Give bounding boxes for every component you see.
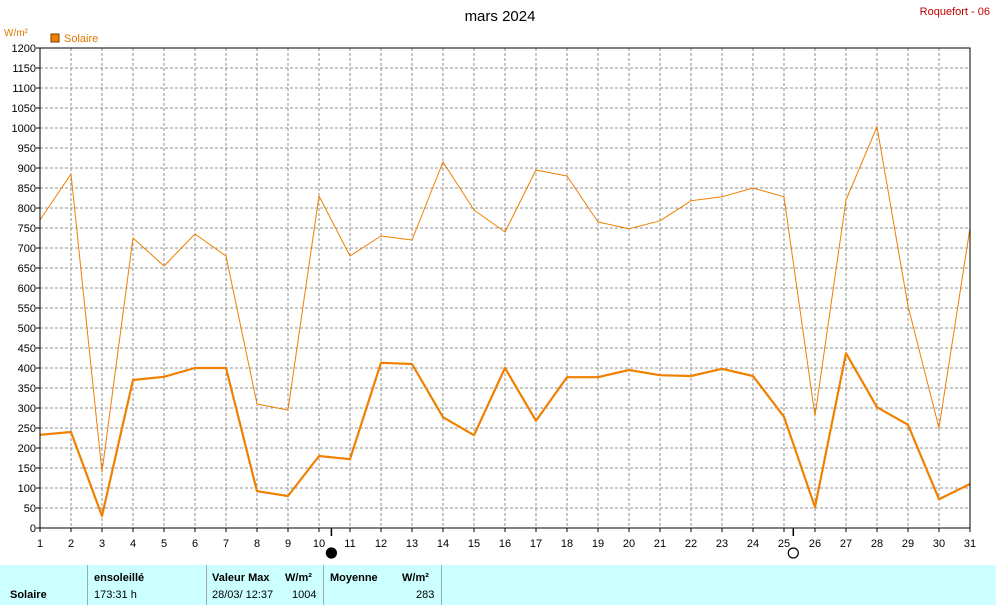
x-tick-label: 12	[375, 538, 387, 550]
summary-panel: Solaire ensoleillé 173:31 h Valeur Max W…	[0, 565, 996, 605]
x-tick-label: 18	[561, 538, 573, 550]
summary-row-label: Solaire	[10, 589, 47, 601]
x-tick-label: 3	[99, 538, 105, 550]
chart: mars 2024 Roquefort - 06 W/m² Solaire 0 5…	[4, 6, 990, 559]
y-tick-label: 100	[18, 483, 36, 495]
y-tick-label: 600	[18, 283, 36, 295]
series-line-max	[39, 126, 971, 473]
y-tick-label: 850	[18, 183, 36, 195]
y-tick-label: 150	[18, 463, 36, 475]
y-tick-label: 50	[24, 503, 36, 515]
y-tick-label: 550	[18, 303, 36, 315]
y-tick-label: 650	[18, 263, 36, 275]
max-value: 1004	[292, 589, 317, 601]
plot-frame	[39, 47, 971, 529]
series-line-mean	[39, 352, 971, 518]
mean-cell: Moyenne W/m² 283	[324, 565, 442, 605]
mean-unit: W/m²	[402, 572, 429, 584]
new-moon-icon	[325, 547, 337, 559]
x-tick-label: 16	[499, 538, 511, 550]
y-tick-label: 950	[18, 143, 36, 155]
station-name: Roquefort - 06	[920, 6, 990, 18]
chart-title: mars 2024	[465, 8, 536, 25]
mean-header: Moyenne	[330, 572, 378, 584]
x-tick-label: 29	[902, 538, 914, 550]
x-tick-label: 31	[964, 538, 976, 550]
y-tick-label: 400	[18, 363, 36, 375]
y-tick-label: 900	[18, 163, 36, 175]
x-tick-label: 22	[685, 538, 697, 550]
sunshine-header: ensoleillé	[94, 572, 145, 584]
y-axis-label: W/m²	[4, 28, 29, 39]
x-tick-label: 30	[933, 538, 945, 550]
x-tick-label: 28	[871, 538, 883, 550]
x-tick-label: 9	[285, 538, 291, 550]
max-unit: W/m²	[285, 572, 312, 584]
y-tick-label: 250	[18, 423, 36, 435]
mean-value: 283	[416, 589, 435, 601]
max-header: Valeur Max	[212, 572, 270, 584]
x-tick-label: 10	[313, 538, 325, 550]
legend-label: Solaire	[64, 33, 98, 45]
x-tick-label: 21	[654, 538, 666, 550]
legend-swatch	[50, 33, 60, 43]
x-tick-label: 24	[747, 538, 759, 550]
y-tick-label: 800	[18, 203, 36, 215]
x-tick-label: 11	[344, 538, 355, 550]
y-tick-label: 1200	[12, 43, 36, 55]
y-tick-label: 750	[18, 223, 36, 235]
x-tick-label: 19	[592, 538, 604, 550]
sunshine-cell: ensoleillé 173:31 h	[88, 565, 207, 605]
x-tick-label: 14	[437, 538, 449, 550]
y-tick-label: 1000	[12, 123, 36, 135]
sunshine-value: 173:31 h	[94, 589, 137, 601]
max-date: 28/03/ 12:37	[212, 589, 274, 601]
y-tick-label: 200	[18, 443, 36, 455]
y-tick-label: 300	[18, 403, 36, 415]
x-tick-label: 13	[406, 538, 418, 550]
full-moon-icon	[787, 547, 799, 559]
y-tick-label: 500	[18, 323, 36, 335]
x-tick-label: 8	[254, 538, 260, 550]
summary-row-label-cell: Solaire	[0, 565, 88, 605]
y-tick-label: 1050	[12, 103, 36, 115]
x-tick-label: 25	[778, 538, 790, 550]
y-tick-label: 450	[18, 343, 36, 355]
x-tick-label: 1	[37, 538, 43, 550]
x-tick-label: 4	[130, 538, 136, 550]
x-tick-label: 17	[530, 538, 542, 550]
x-tick-label: 7	[223, 538, 229, 550]
x-tick-label: 5	[161, 538, 167, 550]
y-tick-label: 1100	[12, 83, 36, 95]
x-tick-label: 27	[840, 538, 852, 550]
x-tick-label: 23	[716, 538, 728, 550]
y-tick-label: 350	[18, 383, 36, 395]
x-tick-label: 15	[468, 538, 480, 550]
max-value-cell: Valeur Max W/m² 28/03/ 12:37 1004	[207, 565, 324, 605]
y-tick-label: 700	[18, 243, 36, 255]
x-tick-label: 6	[192, 538, 198, 550]
x-tick-label: 2	[68, 538, 74, 550]
x-tick-label: 20	[623, 538, 635, 550]
y-tick-label: 1150	[12, 63, 36, 75]
y-tick-label: 0	[30, 523, 36, 535]
x-tick-label: 26	[809, 538, 821, 550]
